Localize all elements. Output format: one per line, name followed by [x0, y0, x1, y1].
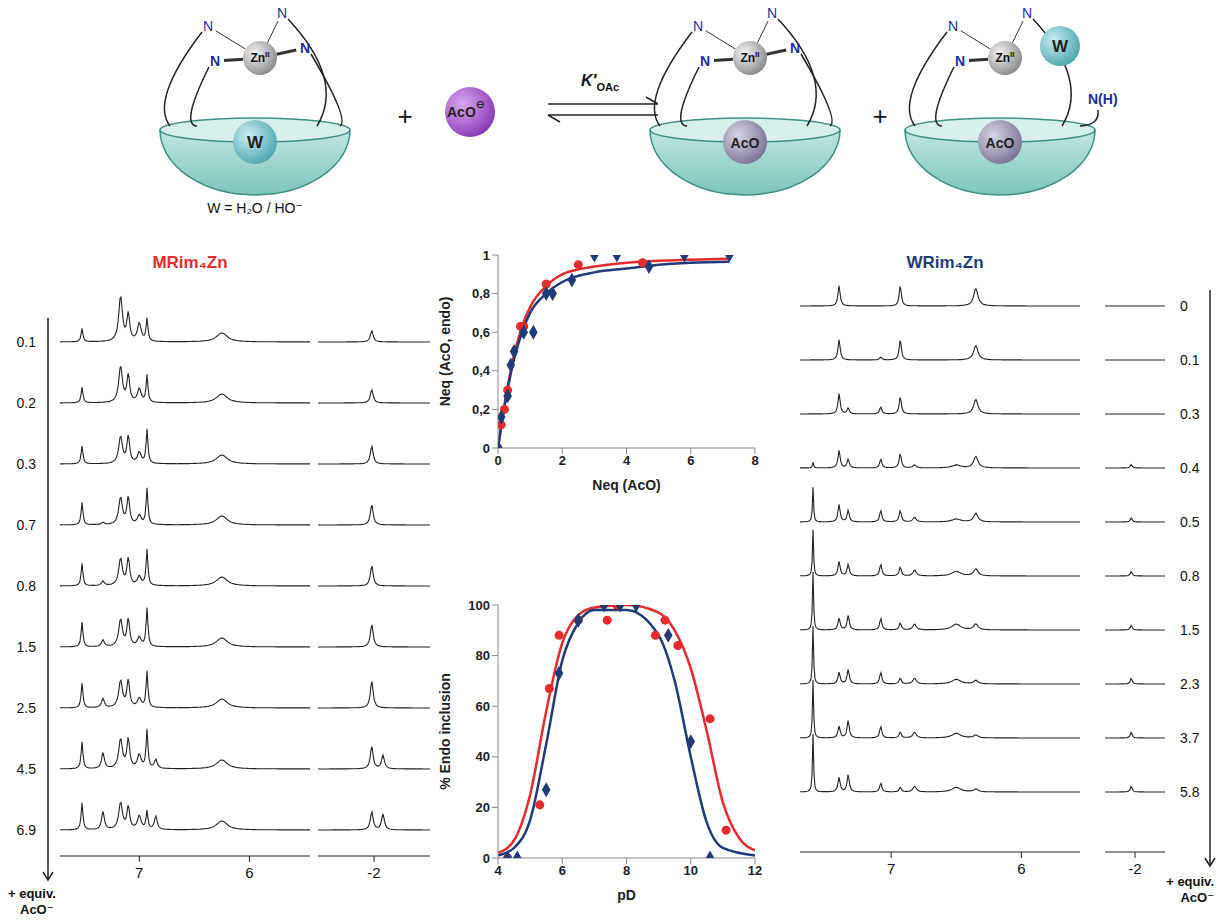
svg-text:4: 4	[494, 863, 502, 878]
svg-text:N: N	[1022, 5, 1032, 21]
svg-text:N: N	[203, 18, 213, 34]
svg-text:2.3: 2.3	[1180, 676, 1200, 692]
svg-text:1.5: 1.5	[1180, 622, 1200, 638]
svg-text:0.8: 0.8	[1180, 568, 1200, 584]
svg-text:N: N	[210, 53, 220, 69]
svg-text:N: N	[948, 18, 958, 34]
svg-text:4.5: 4.5	[17, 761, 37, 777]
svg-text:AcO: AcO	[986, 135, 1015, 151]
svg-text:6: 6	[1017, 860, 1025, 877]
svg-text:1.5: 1.5	[17, 639, 37, 655]
svg-text:10: 10	[684, 863, 698, 878]
svg-text:3.7: 3.7	[1180, 730, 1200, 746]
svg-text:K′OAc: K′OAc	[581, 72, 619, 93]
svg-text:+ equiv.: + equiv.	[1166, 874, 1214, 889]
svg-text:6: 6	[687, 453, 694, 468]
svg-text:W = H₂O / HO⁻: W = H₂O / HO⁻	[207, 200, 303, 216]
svg-text:-2: -2	[1128, 860, 1141, 877]
svg-text:MRim₄Zn: MRim₄Zn	[152, 253, 227, 272]
svg-text:2: 2	[559, 453, 566, 468]
svg-text:ZnII: ZnII	[740, 50, 759, 65]
svg-text:N(H): N(H)	[1088, 91, 1118, 107]
svg-text:2.5: 2.5	[17, 700, 37, 716]
svg-text:100: 100	[468, 598, 490, 613]
svg-text:W: W	[1052, 37, 1069, 56]
svg-text:N: N	[955, 53, 965, 69]
svg-text:% Endo inclusion: % Endo inclusion	[438, 673, 453, 790]
svg-text:AcO⁻: AcO⁻	[1180, 890, 1214, 905]
svg-text:1: 1	[483, 248, 490, 263]
svg-text:5.8: 5.8	[1180, 784, 1200, 800]
svg-text:Neq (AcO, endo): Neq (AcO, endo)	[438, 297, 453, 407]
svg-text:ZnII: ZnII	[995, 50, 1014, 65]
svg-text:7: 7	[887, 860, 895, 877]
svg-text:0.8: 0.8	[17, 578, 37, 594]
svg-text:N: N	[790, 40, 800, 56]
svg-text:0.7: 0.7	[17, 517, 37, 533]
svg-text:4: 4	[623, 453, 631, 468]
svg-text:+ equiv.: + equiv.	[8, 886, 56, 901]
svg-text:+: +	[872, 101, 887, 131]
svg-text:0.1: 0.1	[1180, 352, 1200, 368]
svg-text:AcO⊖: AcO⊖	[447, 98, 485, 120]
svg-text:N: N	[277, 5, 287, 21]
svg-text:8: 8	[623, 863, 630, 878]
svg-text:AcO: AcO	[731, 135, 760, 151]
svg-text:N: N	[700, 53, 710, 69]
svg-text:0.1: 0.1	[17, 334, 37, 350]
svg-text:0.3: 0.3	[1180, 406, 1200, 422]
svg-text:80: 80	[476, 648, 490, 663]
svg-text:0: 0	[494, 453, 501, 468]
svg-text:0.4: 0.4	[1180, 460, 1200, 476]
svg-text:0.5: 0.5	[1180, 514, 1200, 530]
svg-text:Neq (AcO): Neq (AcO)	[592, 477, 660, 493]
svg-text:WRim₄Zn: WRim₄Zn	[906, 253, 983, 272]
svg-text:6.9: 6.9	[17, 822, 37, 838]
svg-text:0: 0	[483, 441, 490, 456]
svg-text:12: 12	[748, 863, 762, 878]
svg-text:AcO⁻: AcO⁻	[20, 902, 54, 917]
svg-text:6: 6	[245, 864, 253, 881]
svg-text:N: N	[693, 18, 703, 34]
svg-text:W: W	[247, 133, 264, 152]
svg-text:6: 6	[559, 863, 566, 878]
svg-text:0,2: 0,2	[472, 402, 490, 417]
svg-text:0,8: 0,8	[472, 286, 490, 301]
svg-text:ZnII: ZnII	[250, 50, 269, 65]
svg-text:20: 20	[476, 800, 490, 815]
svg-text:N: N	[767, 5, 777, 21]
svg-text:+: +	[397, 101, 412, 131]
svg-text:0,4: 0,4	[472, 363, 491, 378]
svg-text:pD: pD	[617, 887, 636, 903]
svg-text:40: 40	[476, 749, 490, 764]
svg-text:60: 60	[476, 699, 490, 714]
svg-text:-2: -2	[367, 864, 380, 881]
svg-text:0.3: 0.3	[17, 456, 37, 472]
svg-text:0,6: 0,6	[472, 325, 490, 340]
svg-text:0: 0	[1180, 298, 1188, 314]
svg-text:7: 7	[135, 864, 143, 881]
svg-text:0.2: 0.2	[17, 395, 37, 411]
svg-text:8: 8	[751, 453, 758, 468]
svg-text:0: 0	[483, 851, 490, 866]
svg-text:N: N	[300, 40, 310, 56]
